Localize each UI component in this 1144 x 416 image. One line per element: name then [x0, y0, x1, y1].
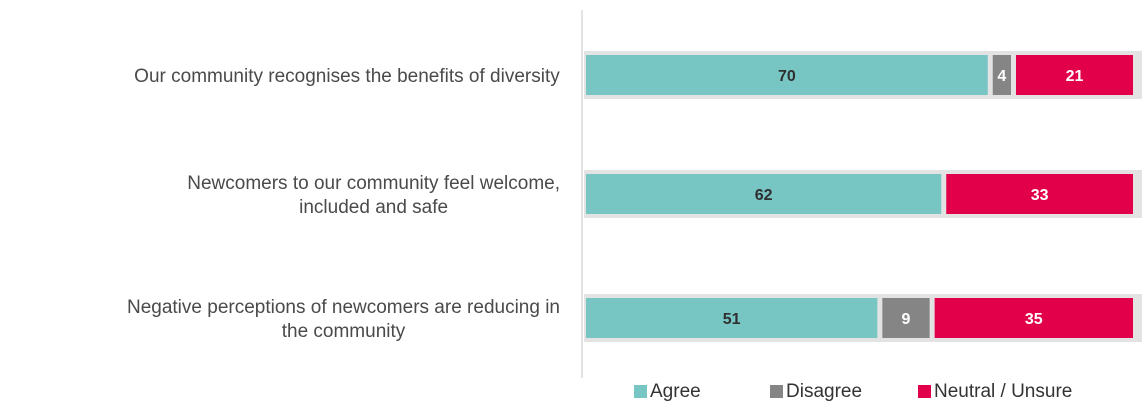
bar-value-label: 51 — [723, 311, 741, 328]
legend-swatch — [634, 385, 647, 398]
category-label: Negative perceptions of newcomers are re… — [127, 297, 560, 342]
legend-item: Disagree — [770, 381, 862, 402]
legend-label: Neutral / Unsure — [934, 381, 1072, 402]
bar-value-label: 9 — [902, 311, 911, 328]
category-label: Newcomers to our community feel welcome,… — [187, 173, 560, 218]
bar-value-label: 4 — [997, 68, 1006, 85]
category-label-line: the community — [282, 321, 406, 342]
bar-segment-neutral-unsure — [946, 174, 1133, 214]
category-label-line: included and safe — [299, 197, 448, 218]
bar-value-label: 62 — [755, 187, 773, 204]
bar-segment-neutral-unsure — [1015, 55, 1133, 95]
category-label-line: Negative perceptions of newcomers are re… — [127, 297, 560, 318]
bar-segment-neutral-unsure — [934, 298, 1133, 338]
bar-value-label: 70 — [778, 68, 796, 85]
legend-swatch — [770, 385, 783, 398]
bar-segment-agree — [586, 174, 942, 214]
bar-value-label: 33 — [1031, 187, 1049, 204]
legend-swatch — [918, 385, 931, 398]
bar-segment-agree — [586, 298, 878, 338]
legend-item: Agree — [634, 381, 701, 402]
legend-item: Neutral / Unsure — [918, 381, 1072, 402]
category-label-line: Newcomers to our community feel welcome, — [187, 173, 560, 194]
bar-value-label: 35 — [1025, 311, 1043, 328]
bar-segment-disagree — [882, 298, 930, 338]
bar-segment-agree — [586, 55, 988, 95]
category-label-line: Our community recognises the benefits of… — [134, 66, 560, 87]
legend-label: Agree — [650, 381, 701, 402]
category-label: Our community recognises the benefits of… — [134, 66, 560, 87]
bar-segment-disagree — [992, 55, 1011, 95]
bar-value-label: 21 — [1066, 68, 1084, 85]
legend-label: Disagree — [786, 381, 862, 402]
